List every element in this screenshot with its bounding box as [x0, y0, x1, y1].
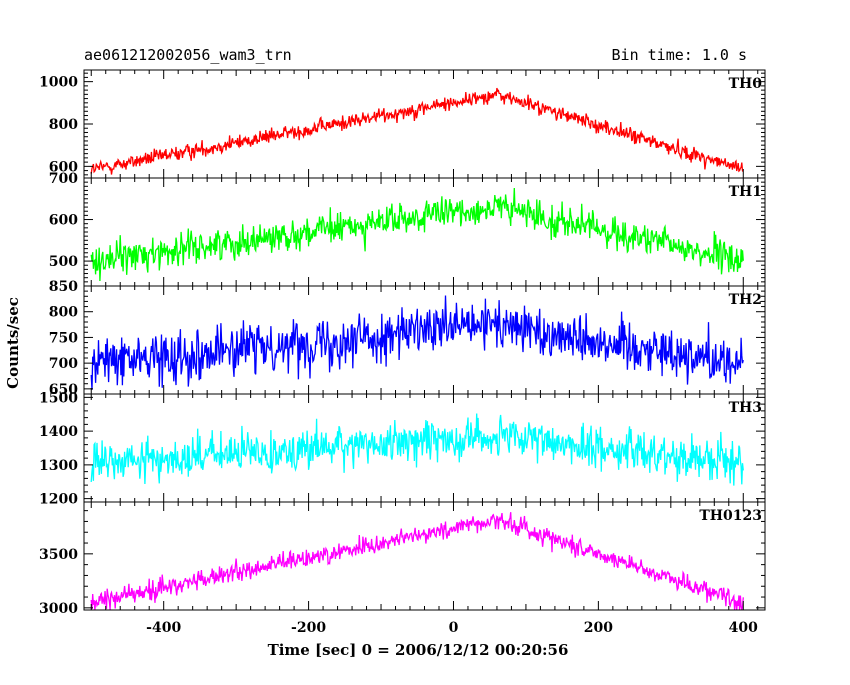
- panel-label-th0123: TH0123: [699, 508, 762, 524]
- y-tick-label: 600: [49, 213, 78, 229]
- y-tick-label: 650: [49, 382, 78, 398]
- y-axis-label: Counts/sec: [4, 297, 22, 389]
- y-tick-label: 500: [49, 254, 78, 270]
- series-line-th0: [90, 87, 744, 175]
- x-tick-label: -400: [146, 620, 181, 636]
- y-tick-label: 1400: [39, 424, 78, 440]
- y-tick-label: 1300: [39, 458, 78, 474]
- panel-label-th3: TH3: [729, 400, 762, 416]
- x-axis-label: Time [sec] 0 = 2006/12/12 00:20:56: [268, 641, 569, 659]
- y-tick-label: 800: [49, 117, 78, 133]
- panel-frame-th0123: [83, 501, 766, 611]
- series-line-th3: [90, 413, 744, 486]
- chart-title: ae061212002056_wam3_trn: [84, 46, 292, 64]
- bin-time-label: Bin time: 1.0 s: [612, 46, 747, 64]
- x-tick-label: 200: [584, 620, 613, 636]
- y-tick-label: 600: [49, 159, 78, 175]
- panel-label-th0: TH0: [729, 76, 763, 92]
- y-tick-label: 1000: [39, 75, 78, 91]
- y-tick-label: 3500: [39, 547, 78, 563]
- panel-label-th2: TH2: [729, 292, 762, 308]
- y-tick-label: 800: [49, 305, 78, 321]
- y-tick-label: 1500: [39, 390, 78, 406]
- y-tick-label: 3000: [39, 601, 78, 617]
- x-tick-label: -200: [291, 620, 326, 636]
- y-tick-label: 850: [49, 279, 78, 295]
- x-tick-label: 0: [449, 620, 459, 636]
- series-line-th0123: [90, 512, 744, 611]
- panel-label-th1: TH1: [729, 184, 762, 200]
- y-tick-label: 1200: [39, 492, 78, 508]
- series-line-th1: [90, 187, 744, 282]
- series-line-th2: [90, 295, 744, 390]
- panel-frame-th0: [83, 69, 766, 179]
- y-tick-label: 700: [49, 171, 78, 187]
- x-tick-label: 400: [729, 620, 758, 636]
- y-tick-label: 750: [49, 330, 78, 346]
- y-tick-label: 700: [49, 356, 78, 372]
